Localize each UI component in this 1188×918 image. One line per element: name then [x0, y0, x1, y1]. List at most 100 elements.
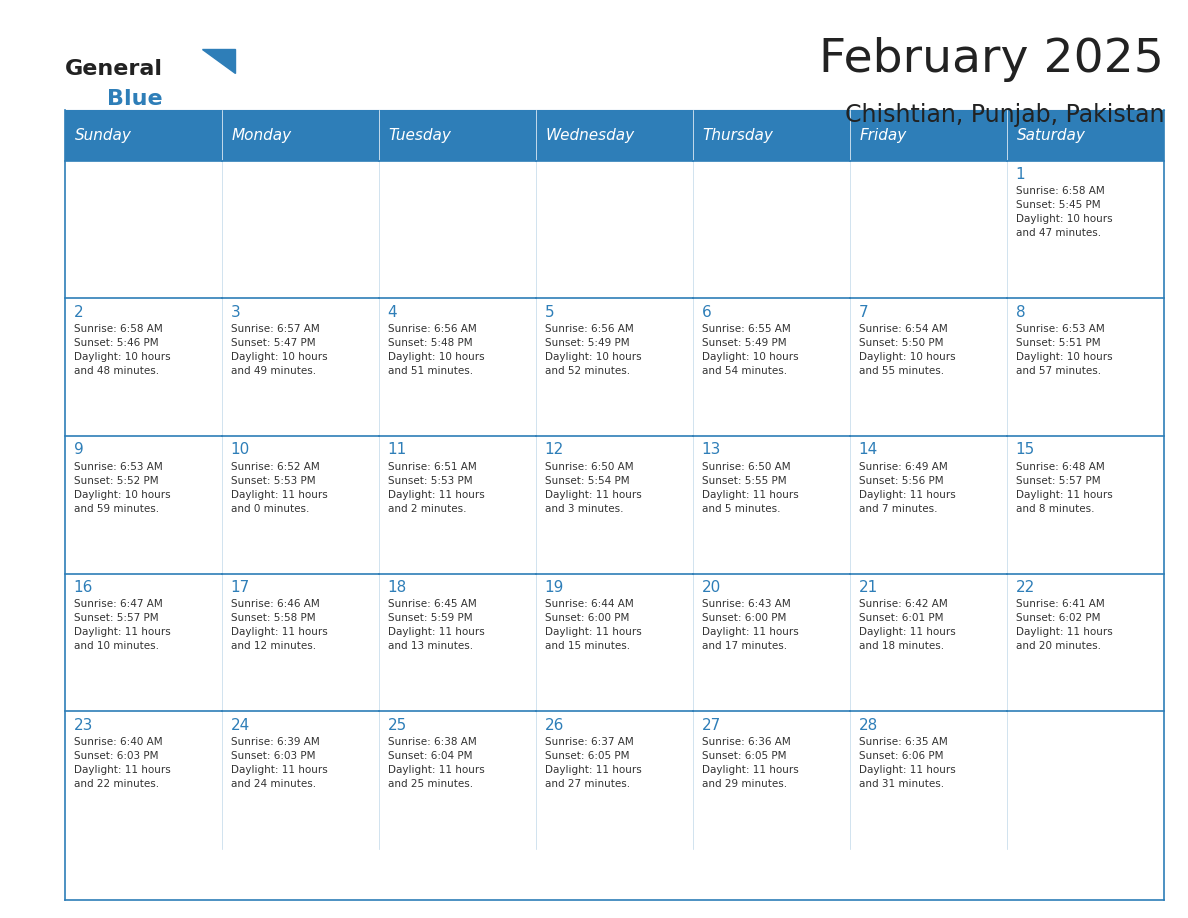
Text: Sunrise: 6:57 AM
Sunset: 5:47 PM
Daylight: 10 hours
and 49 minutes.: Sunrise: 6:57 AM Sunset: 5:47 PM Dayligh… [230, 324, 327, 376]
Bar [222, 161, 379, 298]
Text: Monday: Monday [232, 128, 292, 143]
Text: Sunrise: 6:44 AM
Sunset: 6:00 PM
Daylight: 11 hours
and 15 minutes.: Sunrise: 6:44 AM Sunset: 6:00 PM Dayligh… [544, 599, 642, 652]
Text: General: General [65, 59, 163, 79]
Text: Sunrise: 6:43 AM
Sunset: 6:00 PM
Daylight: 11 hours
and 17 minutes.: Sunrise: 6:43 AM Sunset: 6:00 PM Dayligh… [702, 599, 798, 652]
Text: 24: 24 [230, 718, 249, 733]
Text: Sunrise: 6:41 AM
Sunset: 6:02 PM
Daylight: 11 hours
and 20 minutes.: Sunrise: 6:41 AM Sunset: 6:02 PM Dayligh… [1016, 599, 1112, 652]
Text: 20: 20 [702, 580, 721, 595]
Text: Sunrise: 6:36 AM
Sunset: 6:05 PM
Daylight: 11 hours
and 29 minutes.: Sunrise: 6:36 AM Sunset: 6:05 PM Dayligh… [702, 737, 798, 789]
Bar [65, 161, 222, 298]
Text: Sunrise: 6:47 AM
Sunset: 5:57 PM
Daylight: 11 hours
and 10 minutes.: Sunrise: 6:47 AM Sunset: 5:57 PM Dayligh… [74, 599, 170, 652]
Text: 5: 5 [544, 305, 555, 319]
Polygon shape [202, 49, 235, 73]
Text: 14: 14 [859, 442, 878, 457]
Bar [379, 436, 536, 574]
Text: Blue: Blue [107, 89, 163, 109]
Text: 12: 12 [544, 442, 564, 457]
Bar [222, 574, 379, 711]
Text: 1: 1 [1016, 167, 1025, 182]
Bar [222, 298, 379, 436]
Text: Tuesday: Tuesday [388, 128, 451, 143]
Text: Sunrise: 6:58 AM
Sunset: 5:46 PM
Daylight: 10 hours
and 48 minutes.: Sunrise: 6:58 AM Sunset: 5:46 PM Dayligh… [74, 324, 170, 376]
Text: 3: 3 [230, 305, 240, 319]
Text: 2: 2 [74, 305, 83, 319]
Text: Wednesday: Wednesday [545, 128, 634, 143]
Bar [851, 574, 1007, 711]
Text: Sunrise: 6:42 AM
Sunset: 6:01 PM
Daylight: 11 hours
and 18 minutes.: Sunrise: 6:42 AM Sunset: 6:01 PM Dayligh… [859, 599, 955, 652]
Bar [1007, 161, 1164, 298]
Bar [536, 298, 694, 436]
Text: Sunrise: 6:53 AM
Sunset: 5:52 PM
Daylight: 10 hours
and 59 minutes.: Sunrise: 6:53 AM Sunset: 5:52 PM Dayligh… [74, 462, 170, 514]
Text: Chishtian, Punjab, Pakistan: Chishtian, Punjab, Pakistan [845, 103, 1164, 127]
Text: Sunrise: 6:40 AM
Sunset: 6:03 PM
Daylight: 11 hours
and 22 minutes.: Sunrise: 6:40 AM Sunset: 6:03 PM Dayligh… [74, 737, 170, 789]
Bar [65, 298, 222, 436]
Bar [694, 436, 851, 574]
Bar [536, 711, 694, 849]
Text: 4: 4 [387, 305, 397, 319]
Bar [379, 161, 536, 298]
Bar [1007, 574, 1164, 711]
Text: Sunrise: 6:58 AM
Sunset: 5:45 PM
Daylight: 10 hours
and 47 minutes.: Sunrise: 6:58 AM Sunset: 5:45 PM Dayligh… [1016, 186, 1112, 239]
Text: Sunrise: 6:50 AM
Sunset: 5:54 PM
Daylight: 11 hours
and 3 minutes.: Sunrise: 6:50 AM Sunset: 5:54 PM Dayligh… [544, 462, 642, 514]
Bar [851, 110, 1007, 161]
Text: Sunday: Sunday [75, 128, 132, 143]
Text: 25: 25 [387, 718, 406, 733]
Text: 9: 9 [74, 442, 83, 457]
Text: 26: 26 [544, 718, 564, 733]
Bar [65, 110, 222, 161]
Text: Sunrise: 6:39 AM
Sunset: 6:03 PM
Daylight: 11 hours
and 24 minutes.: Sunrise: 6:39 AM Sunset: 6:03 PM Dayligh… [230, 737, 328, 789]
Bar [851, 436, 1007, 574]
Bar [65, 436, 222, 574]
Bar [694, 298, 851, 436]
Bar [379, 711, 536, 849]
Text: February 2025: February 2025 [820, 37, 1164, 83]
Text: 22: 22 [1016, 580, 1035, 595]
Bar [536, 161, 694, 298]
Text: Sunrise: 6:37 AM
Sunset: 6:05 PM
Daylight: 11 hours
and 27 minutes.: Sunrise: 6:37 AM Sunset: 6:05 PM Dayligh… [544, 737, 642, 789]
Text: Sunrise: 6:54 AM
Sunset: 5:50 PM
Daylight: 10 hours
and 55 minutes.: Sunrise: 6:54 AM Sunset: 5:50 PM Dayligh… [859, 324, 955, 376]
Text: Sunrise: 6:51 AM
Sunset: 5:53 PM
Daylight: 11 hours
and 2 minutes.: Sunrise: 6:51 AM Sunset: 5:53 PM Dayligh… [387, 462, 485, 514]
Text: Sunrise: 6:50 AM
Sunset: 5:55 PM
Daylight: 11 hours
and 5 minutes.: Sunrise: 6:50 AM Sunset: 5:55 PM Dayligh… [702, 462, 798, 514]
Bar [65, 711, 222, 849]
Bar [851, 298, 1007, 436]
Text: Sunrise: 6:46 AM
Sunset: 5:58 PM
Daylight: 11 hours
and 12 minutes.: Sunrise: 6:46 AM Sunset: 5:58 PM Dayligh… [230, 599, 328, 652]
Bar [1007, 110, 1164, 161]
Bar [1007, 298, 1164, 436]
Text: Sunrise: 6:55 AM
Sunset: 5:49 PM
Daylight: 10 hours
and 54 minutes.: Sunrise: 6:55 AM Sunset: 5:49 PM Dayligh… [702, 324, 798, 376]
Text: 10: 10 [230, 442, 249, 457]
Text: 11: 11 [387, 442, 406, 457]
Bar [536, 110, 694, 161]
Text: Sunrise: 6:56 AM
Sunset: 5:49 PM
Daylight: 10 hours
and 52 minutes.: Sunrise: 6:56 AM Sunset: 5:49 PM Dayligh… [544, 324, 642, 376]
Text: 27: 27 [702, 718, 721, 733]
Bar [694, 161, 851, 298]
Text: 15: 15 [1016, 442, 1035, 457]
Text: 6: 6 [702, 305, 712, 319]
Text: Sunrise: 6:49 AM
Sunset: 5:56 PM
Daylight: 11 hours
and 7 minutes.: Sunrise: 6:49 AM Sunset: 5:56 PM Dayligh… [859, 462, 955, 514]
Bar [222, 436, 379, 574]
Text: 19: 19 [544, 580, 564, 595]
Text: Sunrise: 6:35 AM
Sunset: 6:06 PM
Daylight: 11 hours
and 31 minutes.: Sunrise: 6:35 AM Sunset: 6:06 PM Dayligh… [859, 737, 955, 789]
Text: 16: 16 [74, 580, 93, 595]
Text: Sunrise: 6:53 AM
Sunset: 5:51 PM
Daylight: 10 hours
and 57 minutes.: Sunrise: 6:53 AM Sunset: 5:51 PM Dayligh… [1016, 324, 1112, 376]
Text: Sunrise: 6:56 AM
Sunset: 5:48 PM
Daylight: 10 hours
and 51 minutes.: Sunrise: 6:56 AM Sunset: 5:48 PM Dayligh… [387, 324, 485, 376]
Bar [222, 110, 379, 161]
Bar [536, 436, 694, 574]
Text: Friday: Friday [860, 128, 906, 143]
Bar [379, 298, 536, 436]
Bar [379, 574, 536, 711]
Bar [694, 110, 851, 161]
Text: Sunrise: 6:45 AM
Sunset: 5:59 PM
Daylight: 11 hours
and 13 minutes.: Sunrise: 6:45 AM Sunset: 5:59 PM Dayligh… [387, 599, 485, 652]
Bar [851, 161, 1007, 298]
Text: 7: 7 [859, 305, 868, 319]
Bar [694, 711, 851, 849]
Bar [694, 574, 851, 711]
Text: Saturday: Saturday [1017, 128, 1086, 143]
Bar [222, 711, 379, 849]
Text: 17: 17 [230, 580, 249, 595]
Text: Sunrise: 6:52 AM
Sunset: 5:53 PM
Daylight: 11 hours
and 0 minutes.: Sunrise: 6:52 AM Sunset: 5:53 PM Dayligh… [230, 462, 328, 514]
Text: 13: 13 [702, 442, 721, 457]
Text: 8: 8 [1016, 305, 1025, 319]
Text: 28: 28 [859, 718, 878, 733]
Bar [851, 711, 1007, 849]
Text: Sunrise: 6:38 AM
Sunset: 6:04 PM
Daylight: 11 hours
and 25 minutes.: Sunrise: 6:38 AM Sunset: 6:04 PM Dayligh… [387, 737, 485, 789]
